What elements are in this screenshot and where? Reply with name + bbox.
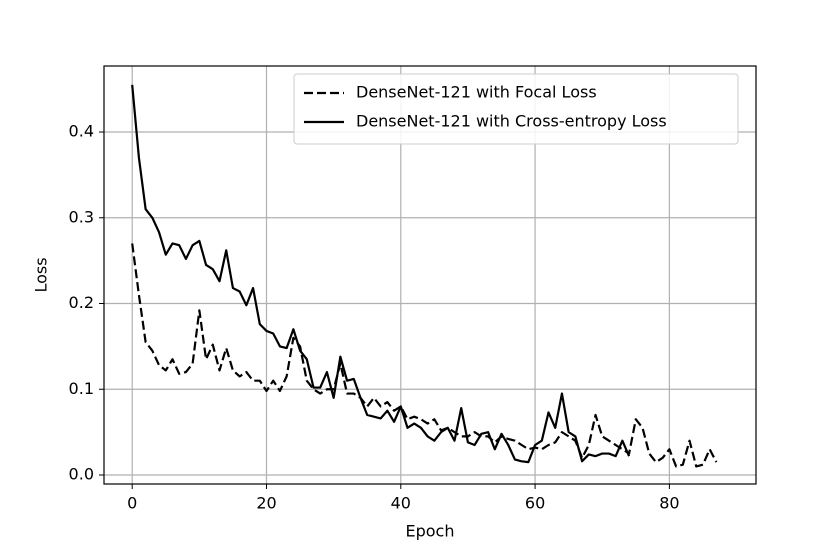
x-tick-label: 60 bbox=[525, 494, 545, 513]
legend-label: DenseNet-121 with Focal Loss bbox=[356, 83, 597, 102]
legend: DenseNet-121 with Focal Loss DenseNet-121… bbox=[293, 73, 739, 145]
x-tick-label: 80 bbox=[659, 494, 679, 513]
y-tick-label: 0.4 bbox=[69, 122, 94, 141]
y-tick-label: 0.2 bbox=[69, 293, 94, 312]
legend-label: DenseNet-121 with Cross-entropy Loss bbox=[356, 112, 667, 131]
x-tick-label: 20 bbox=[256, 494, 276, 513]
x-tick-label: 40 bbox=[391, 494, 411, 513]
y-tick-label: 0.3 bbox=[69, 207, 94, 226]
legend-box bbox=[293, 73, 739, 145]
y-tick-label: 0.0 bbox=[69, 464, 94, 483]
y-tick-label: 0.1 bbox=[69, 379, 94, 398]
plot-frame bbox=[103, 65, 757, 485]
data-line bbox=[131, 84, 631, 464]
y-axis-label: Loss bbox=[32, 257, 51, 292]
x-tick-label: 0 bbox=[127, 494, 137, 513]
x-axis-label: Epoch bbox=[406, 522, 455, 541]
